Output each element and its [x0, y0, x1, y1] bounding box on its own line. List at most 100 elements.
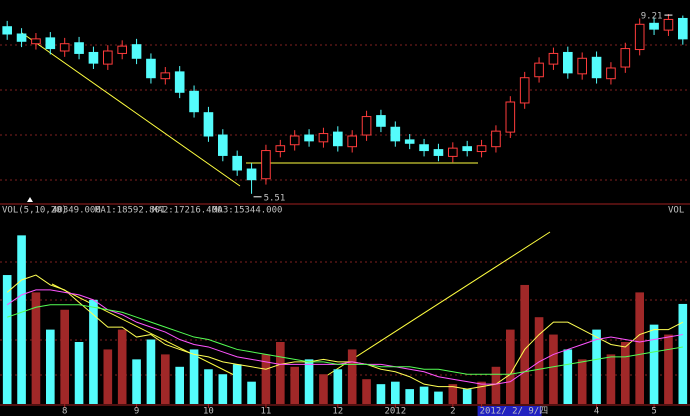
x-tick-label: 10 — [203, 407, 214, 416]
volume-bar — [678, 303, 688, 404]
candle-body — [376, 115, 386, 127]
candle-body — [218, 134, 228, 156]
x-label-highlight — [477, 406, 542, 416]
candle-body — [663, 18, 674, 31]
volume-bar — [434, 391, 443, 404]
volume-bar — [592, 329, 601, 404]
candle-body — [246, 168, 257, 181]
candle-body — [146, 58, 156, 79]
candle-body — [361, 116, 372, 136]
candle-body — [333, 131, 343, 147]
volume-bar — [31, 292, 41, 404]
volume-bar — [218, 374, 228, 404]
legend-entry: MA1:18592.801 — [95, 206, 165, 216]
volume-bar — [362, 379, 371, 404]
volume-bar — [664, 334, 673, 404]
trend-line — [21, 32, 241, 187]
candle-body — [462, 146, 472, 152]
volume-bar — [376, 384, 386, 404]
volume-bar — [477, 381, 486, 404]
candle-body — [203, 112, 214, 137]
volume-bar — [175, 366, 184, 404]
legend-entry: MA3:15344.000 — [212, 206, 282, 216]
volume-bar — [606, 354, 616, 404]
candle-body — [591, 56, 602, 79]
trend-line — [51, 283, 237, 377]
candle-body — [347, 135, 357, 148]
volume-bar — [577, 359, 587, 404]
candle-body — [189, 90, 199, 113]
volume-bar — [391, 381, 400, 404]
trend-line — [319, 231, 551, 381]
x-tick-label: 4 — [594, 407, 599, 416]
candle-body — [74, 42, 84, 54]
candle-body — [304, 134, 314, 142]
volume-bar — [189, 349, 199, 404]
candle-body — [390, 126, 401, 142]
volume-bar — [549, 334, 558, 404]
candle-body — [534, 62, 544, 78]
candle-body — [174, 71, 185, 93]
x-tick-label: 11 — [261, 407, 272, 416]
volume-bar — [74, 342, 84, 404]
x-tick-label: 2012/ 2/ 9/四 — [480, 407, 549, 416]
candle-body — [2, 26, 12, 35]
volume-bar — [161, 354, 170, 404]
volume-bar — [17, 235, 26, 404]
volume-bar — [247, 381, 256, 404]
candle-body — [649, 22, 659, 30]
volume-bar — [276, 342, 285, 404]
candle-body — [678, 17, 688, 40]
low-annotation: 5.51 — [264, 193, 286, 203]
volume-current: 40349.000 — [52, 206, 101, 216]
candle-body — [45, 37, 56, 50]
ma-line — [6, 274, 684, 390]
candle-body — [275, 145, 286, 153]
volume-bar — [506, 329, 515, 404]
volume-bar — [405, 389, 414, 404]
candle-body — [261, 150, 271, 180]
candle-body — [160, 72, 171, 80]
candle-body — [31, 38, 41, 45]
volume-bar — [290, 366, 299, 404]
volume-bar — [117, 329, 127, 404]
volume-bar — [89, 299, 98, 404]
x-tick-label: 2 — [450, 407, 455, 416]
candle-body — [103, 50, 113, 65]
volume-bar — [319, 374, 328, 404]
candle-body — [620, 48, 631, 68]
candle-body — [563, 51, 573, 74]
x-tick-label: 5 — [651, 407, 656, 416]
volume-bar — [2, 275, 12, 404]
volume-bar — [333, 369, 343, 404]
volume-bar — [448, 384, 458, 404]
ma-line — [7, 304, 683, 375]
candle-body — [634, 23, 645, 51]
x-tick-label: 12 — [332, 407, 343, 416]
candle-body — [404, 139, 415, 144]
candle-body — [448, 147, 458, 157]
volume-bar — [635, 292, 644, 404]
volume-bar — [204, 369, 213, 404]
volume-bar — [419, 386, 429, 404]
volume-bar — [261, 354, 271, 404]
marker — [27, 197, 33, 202]
candle-body — [289, 135, 300, 146]
candle-body — [16, 33, 27, 42]
candle-body — [433, 149, 444, 156]
volume-bar — [520, 284, 529, 404]
volume-bar — [621, 342, 630, 404]
volume-bar — [563, 349, 573, 404]
volume-bar — [462, 389, 472, 404]
volume-axis-label: VOL — [668, 206, 684, 216]
volume-bar — [232, 364, 242, 404]
candle-body — [131, 44, 142, 59]
candle-body — [117, 45, 127, 54]
candle-body — [59, 43, 70, 52]
candle-body — [606, 67, 616, 80]
volume-bar — [649, 324, 659, 404]
candle-body — [491, 130, 501, 148]
volume-bar — [491, 366, 501, 404]
candle-body — [505, 101, 516, 133]
